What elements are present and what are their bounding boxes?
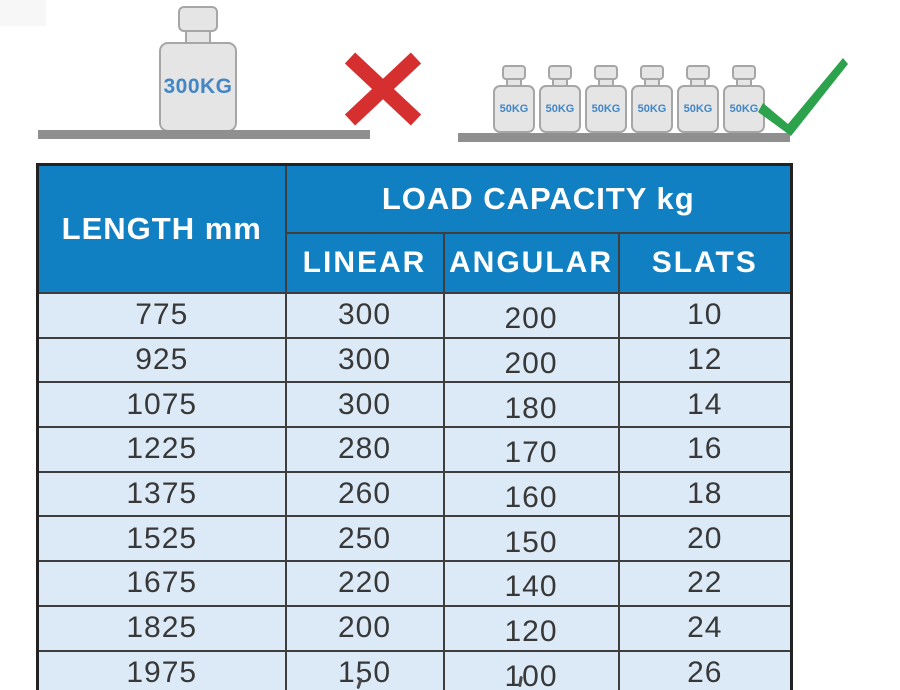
table-row: 1675 220 140 22: [36, 560, 793, 607]
slats-cell: 14: [617, 381, 793, 429]
angular-cell: 150: [442, 515, 620, 563]
slats-cell: 22: [617, 560, 793, 607]
slats-cell: 12: [617, 336, 793, 384]
weight-50kg-label: 50KG: [637, 103, 667, 115]
linear-cell: 150: [284, 649, 445, 690]
slats-cell: 10: [617, 292, 793, 339]
linear-cell: 260: [284, 470, 445, 518]
load-capacity-table: LENGTH mm LOAD CAPACITY kg LINEAR ANGULA…: [36, 163, 793, 690]
angular-cell: 140: [442, 560, 620, 607]
angular-cell: 170: [442, 426, 620, 473]
angular-cell: 120: [442, 604, 620, 652]
weight-50kg-label: 50KG: [591, 103, 621, 115]
table-row: 925 300 200 12: [36, 336, 793, 384]
slats-cell: 24: [617, 604, 793, 652]
weight-knob: [594, 65, 618, 80]
weight-knob: [548, 65, 572, 80]
weight-knob: [640, 65, 664, 80]
weight-body: 50KG: [723, 85, 765, 133]
green-check-icon: [758, 58, 848, 136]
table-row: 1975 150 100 26: [36, 649, 793, 690]
length-cell: 925: [36, 336, 287, 384]
weight-50kg: 50KG: [721, 65, 767, 133]
length-cell: 1375: [36, 470, 287, 518]
column-header-slats: SLATS: [617, 232, 793, 294]
linear-cell: 200: [284, 604, 445, 652]
length-cell: 1675: [36, 560, 287, 607]
linear-cell: 280: [284, 426, 445, 473]
weight-300kg-label: 300KG: [163, 75, 233, 98]
length-cell: 1825: [36, 604, 287, 652]
weight-50kg: 50KG: [675, 65, 721, 133]
column-header-length: LENGTH mm: [36, 163, 287, 294]
weight-300kg: 300KG: [159, 6, 237, 132]
slats-cell: 18: [617, 470, 793, 518]
angular-cell: 100: [442, 649, 620, 690]
weight-50kg-label: 50KG: [545, 103, 575, 115]
length-cell: 1075: [36, 381, 287, 429]
weight-50kg: 50KG: [537, 65, 583, 133]
column-header-linear: LINEAR: [284, 232, 445, 294]
table-row: 1375 260 160 18: [36, 470, 793, 518]
weight-knob: [502, 65, 526, 80]
weight-body: 50KG: [585, 85, 627, 133]
angular-cell: 200: [442, 336, 620, 384]
angular-cell: 160: [442, 470, 620, 518]
weight-knob: [178, 6, 218, 32]
slats-cell: 26: [617, 649, 793, 690]
table-row: 1075 300 180 14: [36, 381, 793, 429]
weight-50kg-label: 50KG: [683, 103, 713, 115]
shelf-right: [458, 133, 790, 142]
weight-50kg: 50KG: [583, 65, 629, 133]
table-row: 1825 200 120 24: [36, 604, 793, 652]
weight-body: 50KG: [677, 85, 719, 133]
weight-50kg: 50KG: [491, 65, 537, 133]
linear-cell: 300: [284, 292, 445, 339]
length-cell: 775: [36, 292, 287, 339]
linear-cell: 220: [284, 560, 445, 607]
table-row: 1525 250 150 20: [36, 515, 793, 563]
shelf-left: [38, 130, 370, 139]
table-row: 775 300 200 10: [36, 292, 793, 339]
red-cross-icon: [344, 52, 422, 126]
length-cell: 1975: [36, 649, 287, 690]
weight-knob: [686, 65, 710, 80]
linear-cell: 250: [284, 515, 445, 563]
weight-body: 50KG: [493, 85, 535, 133]
linear-cell: 300: [284, 381, 445, 429]
table-row: 1225 280 170 16: [36, 426, 793, 473]
slats-cell: 20: [617, 515, 793, 563]
weight-50kg-label: 50KG: [729, 103, 759, 115]
column-header-load-capacity: LOAD CAPACITY kg: [284, 163, 793, 234]
weight-50kg: 50KG: [629, 65, 675, 133]
angular-cell: 180: [442, 381, 620, 429]
length-cell: 1225: [36, 426, 287, 473]
linear-cell: 300: [284, 336, 445, 384]
corner-artifact: [0, 0, 46, 26]
weight-knob: [732, 65, 756, 80]
slats-cell: 16: [617, 426, 793, 473]
angular-cell: 200: [442, 292, 620, 339]
weight-body: 300KG: [159, 42, 237, 132]
weight-body: 50KG: [631, 85, 673, 133]
weight-body: 50KG: [539, 85, 581, 133]
column-header-angular: ANGULAR: [442, 232, 620, 294]
weight-50kg-label: 50KG: [499, 103, 529, 115]
length-cell: 1525: [36, 515, 287, 563]
